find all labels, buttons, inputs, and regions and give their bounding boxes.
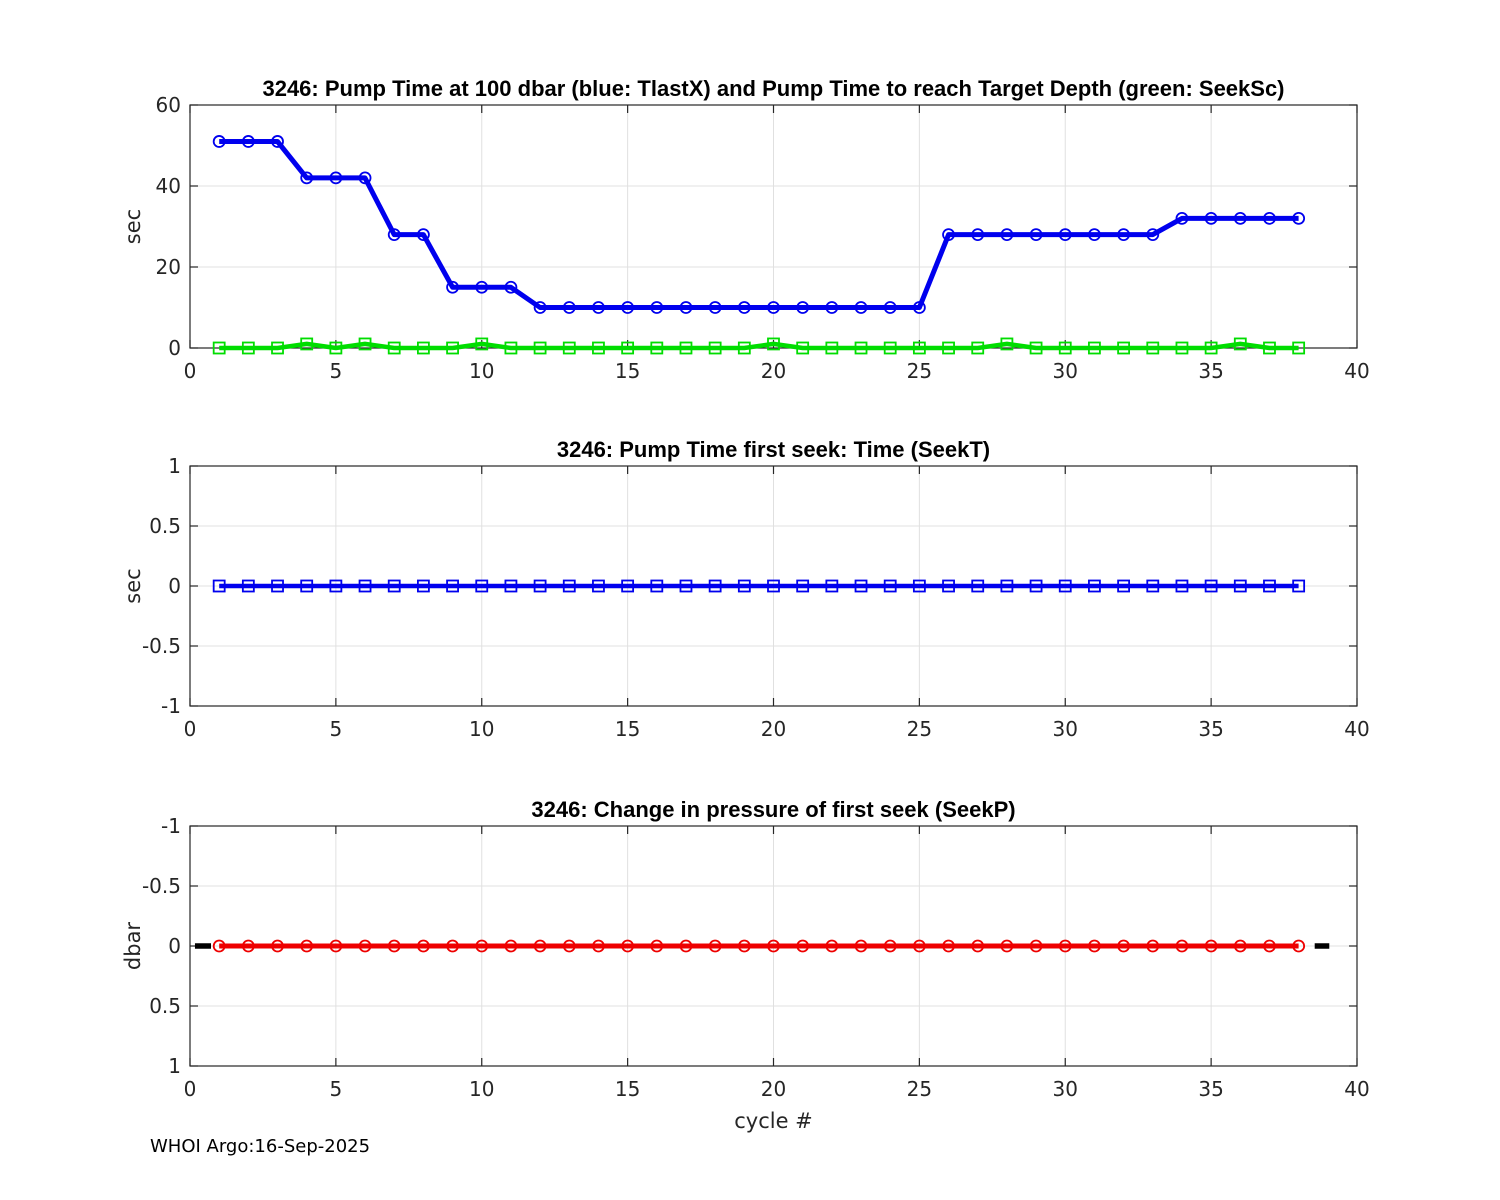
series-SeekSc-markers [212,337,1306,355]
svg-text:35: 35 [1198,359,1223,383]
subplot-3-title: 3246: Change in pressure of first seek (… [531,797,1015,822]
svg-text:20: 20 [156,255,181,279]
y-tick-labels: -1 -0.5 0 0.5 1 [142,454,181,718]
svg-text:30: 30 [1053,717,1078,741]
svg-text:15: 15 [615,1077,640,1101]
svg-text:0: 0 [168,336,181,360]
subplot-3-xlabel: cycle # [734,1109,813,1133]
subplot-1-title: 3246: Pump Time at 100 dbar (blue: Tlast… [262,76,1284,101]
svg-text:10: 10 [469,1077,494,1101]
series-TlastX-markers [212,135,1306,314]
subplot-1-ylabel: sec [121,209,145,244]
svg-text:25: 25 [907,717,932,741]
svg-text:5: 5 [330,359,343,383]
series-TlastX-line [219,139,1299,310]
svg-text:60: 60 [156,93,181,117]
svg-text:10: 10 [469,359,494,383]
svg-text:10: 10 [469,717,494,741]
svg-text:0: 0 [184,1077,197,1101]
svg-text:15: 15 [615,717,640,741]
svg-text:20: 20 [761,1077,786,1101]
subplot-1: 0 5 10 15 20 25 30 35 40 0 20 40 60 3246: Pump Time a… [121,76,1370,383]
series-SeekT-markers [212,579,1306,593]
subplot-3: 0 5 10 15 20 25 30 35 40 -1 -0.5 0 0.5 1 3246: Change … [121,797,1370,1133]
svg-text:25: 25 [907,359,932,383]
svg-text:5: 5 [330,1077,343,1101]
svg-text:40: 40 [1344,1077,1369,1101]
series-SeekSc-line [219,341,1299,351]
svg-text:40: 40 [156,174,181,198]
subplot-2: 0 5 10 15 20 25 30 35 40 -1 -0.5 0 0.5 1 3246: Pump Ti… [121,437,1370,741]
svg-text:-0.5: -0.5 [142,634,181,658]
subplot-3-ylabel: dbar [121,922,145,971]
y-tick-labels: 0 20 40 60 [156,93,181,360]
svg-text:30: 30 [1053,359,1078,383]
svg-text:25: 25 [907,1077,932,1101]
svg-text:1: 1 [168,454,181,478]
svg-text:0.5: 0.5 [149,514,181,538]
subplot-2-ylabel: sec [121,568,145,603]
x-tick-labels: 0 5 10 15 20 25 30 35 40 [184,717,1370,741]
tick-marks [189,825,1358,1067]
svg-text:20: 20 [761,359,786,383]
svg-text:35: 35 [1198,717,1223,741]
svg-text:-1: -1 [161,694,181,718]
svg-text:0: 0 [168,934,181,958]
svg-text:20: 20 [761,717,786,741]
svg-text:35: 35 [1198,1077,1223,1101]
x-tick-labels: 0 5 10 15 20 25 30 35 40 [184,359,1370,383]
svg-text:-0.5: -0.5 [142,874,181,898]
x-tick-labels: 0 5 10 15 20 25 30 35 40 [184,1077,1370,1101]
grid [190,105,1357,348]
svg-text:0: 0 [184,717,197,741]
svg-text:15: 15 [615,359,640,383]
svg-text:1: 1 [168,1054,181,1078]
svg-text:40: 40 [1344,359,1369,383]
tick-marks [189,465,1358,707]
svg-text:5: 5 [330,717,343,741]
subplot-2-title: 3246: Pump Time first seek: Time (SeekT) [557,437,990,462]
svg-text:-1: -1 [161,814,181,838]
svg-text:30: 30 [1053,1077,1078,1101]
svg-text:0.5: 0.5 [149,994,181,1018]
svg-text:0: 0 [184,359,197,383]
svg-text:40: 40 [1344,717,1369,741]
svg-text:0: 0 [168,574,181,598]
footer-stamp: WHOI Argo:16-Sep-2025 [150,1136,371,1157]
series-SeekP-markers [212,939,1306,953]
y-tick-labels: -1 -0.5 0 0.5 1 [142,814,181,1078]
